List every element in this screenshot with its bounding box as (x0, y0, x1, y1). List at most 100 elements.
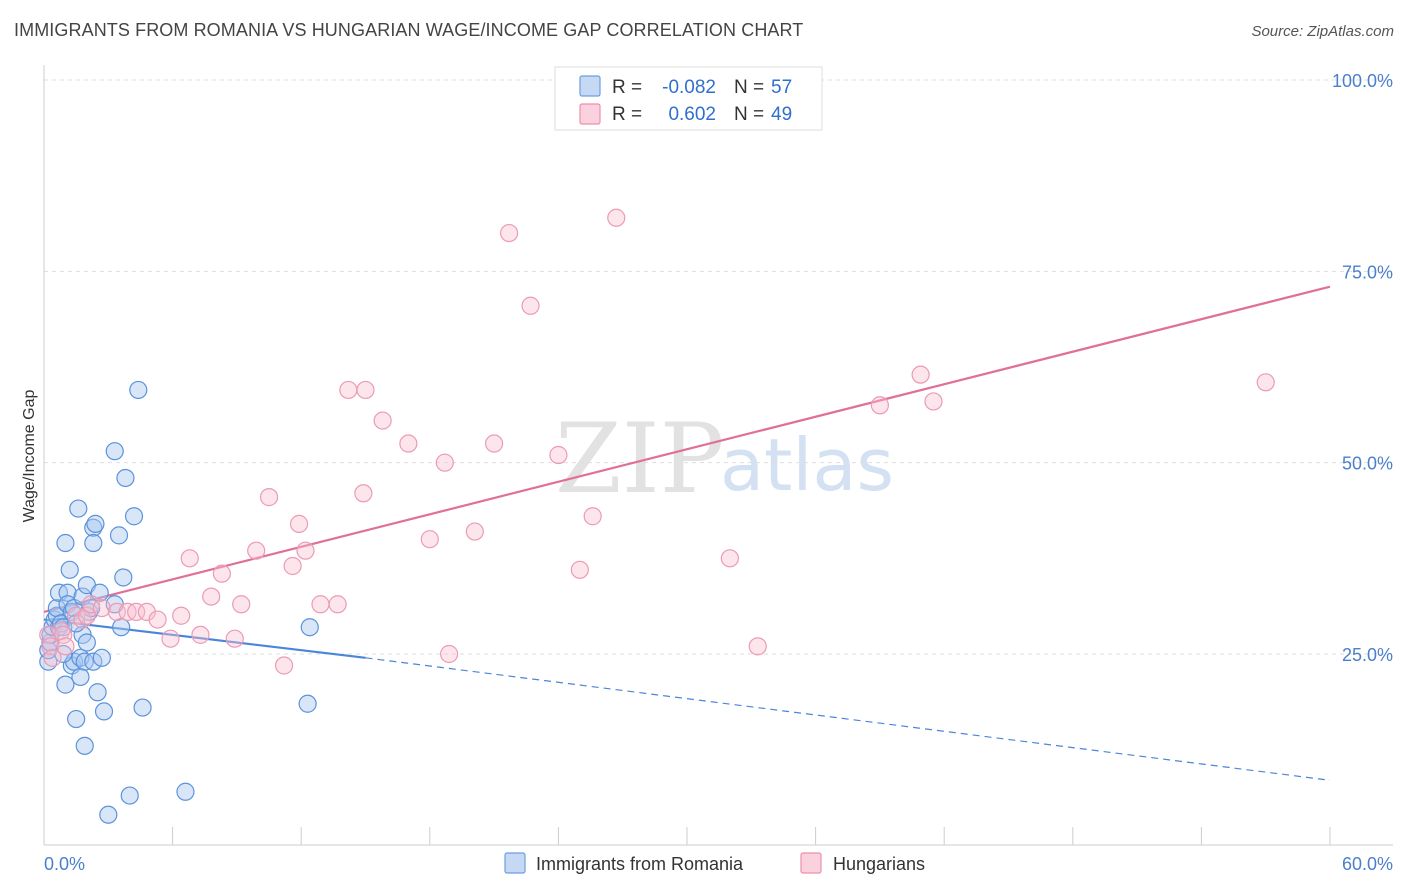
legend-box: R = -0.082 N = 57 R = 0.602 N = 49 (554, 66, 823, 131)
grid-lines (44, 79, 1393, 655)
point-romania (120, 786, 139, 805)
bottom-legend-hungarians: Hungarians (833, 854, 925, 874)
y-tick-label-75: 75.0% (1342, 262, 1393, 282)
x-tick-max: 60.0% (1342, 854, 1393, 874)
point-romania (105, 442, 124, 461)
series-romania (39, 380, 319, 824)
point-hungarians (225, 629, 244, 648)
trend-lines (43, 285, 1331, 781)
point-hungarians (521, 296, 540, 315)
legend-r-label-2: R = (612, 104, 642, 125)
point-hungarians (748, 637, 767, 656)
point-hungarians (439, 644, 459, 664)
y-tick-label-100: 100.0% (1332, 71, 1393, 91)
point-hungarians (247, 541, 266, 560)
point-romania (67, 709, 86, 729)
point-hungarians (296, 541, 315, 560)
point-romania (109, 526, 129, 545)
legend-swatch-romania (579, 75, 601, 97)
point-hungarians (107, 602, 126, 622)
point-romania (71, 667, 90, 687)
chart-title: IMMIGRANTS FROM ROMANIA VS HUNGARIAN WAG… (14, 20, 804, 40)
trend-line-romania-extrapolated (365, 657, 1331, 781)
point-romania (84, 533, 103, 553)
point-hungarians (435, 453, 454, 472)
point-romania (176, 782, 195, 801)
bottom-legend-swatch-romania (504, 852, 526, 874)
point-hungarians (465, 522, 484, 541)
point-romania (92, 648, 111, 667)
legend-swatch-hungarians (579, 103, 601, 125)
trend-line-romania (43, 618, 366, 659)
point-romania (88, 683, 107, 702)
y-tick-label-50: 50.0% (1342, 454, 1393, 474)
point-hungarians (82, 595, 101, 614)
point-romania (84, 652, 103, 671)
point-hungarians (212, 564, 231, 583)
legend-n-label-2: N = (734, 104, 764, 125)
legend-r-value-2: 0.602 (668, 104, 716, 125)
point-hungarians (399, 434, 418, 453)
point-hungarians (161, 629, 180, 648)
bottom-legend-swatch-hungarians (800, 852, 822, 874)
point-hungarians (607, 208, 626, 227)
point-hungarians (911, 365, 930, 384)
point-hungarians (924, 392, 943, 411)
point-hungarians (373, 411, 392, 430)
point-hungarians (232, 595, 251, 614)
point-hungarians (202, 587, 221, 606)
legend-n-value-1: 57 (771, 77, 792, 98)
trend-line-hungarians (43, 285, 1331, 613)
bottom-legend: Immigrants from Romania Hungarians (504, 852, 925, 874)
axes (43, 65, 1393, 846)
legend-r-label-1: R = (612, 77, 642, 98)
point-hungarians (720, 549, 739, 568)
point-hungarians (549, 445, 568, 465)
point-romania (56, 533, 75, 553)
point-hungarians (127, 602, 146, 622)
y-axis-label: Wage/Income Gap (21, 390, 38, 523)
legend-n-label-1: N = (734, 77, 764, 98)
point-romania (86, 514, 105, 533)
point-hungarians (92, 598, 111, 618)
point-hungarians (583, 507, 602, 526)
point-romania (60, 560, 79, 579)
point-hungarians (356, 380, 375, 400)
point-hungarians (56, 637, 75, 656)
point-romania (69, 499, 88, 518)
point-hungarians (289, 514, 309, 533)
point-hungarians (485, 434, 504, 453)
watermark-zip: ZIP (555, 403, 724, 515)
point-hungarians (328, 595, 347, 614)
point-hungarians (259, 488, 279, 507)
point-hungarians (148, 610, 167, 629)
point-hungarians (1256, 373, 1275, 392)
point-hungarians (191, 625, 210, 644)
tick-labels: 0.0% 60.0% 25.0% 50.0% 75.0% 100.0% (44, 71, 1393, 874)
point-romania (116, 468, 135, 488)
point-hungarians (570, 560, 589, 579)
point-hungarians (77, 606, 96, 625)
point-romania (56, 675, 75, 694)
point-romania (129, 380, 148, 400)
point-hungarians (420, 530, 439, 549)
point-romania (124, 507, 144, 526)
point-romania (114, 568, 133, 587)
point-romania (77, 633, 96, 652)
series-hungarians (39, 208, 1275, 675)
bottom-legend-romania: Immigrants from Romania (536, 854, 744, 874)
point-romania (133, 698, 152, 717)
point-romania (112, 618, 131, 637)
point-hungarians (500, 223, 519, 243)
point-hungarians (870, 396, 890, 415)
point-romania (300, 618, 319, 637)
point-hungarians (180, 549, 199, 568)
point-romania (75, 736, 94, 755)
watermark-atlas: atlas (720, 423, 894, 507)
point-hungarians (283, 556, 302, 576)
point-hungarians (274, 656, 294, 675)
point-hungarians (43, 648, 62, 667)
source-label: Source: ZipAtlas.com (1251, 23, 1394, 40)
point-romania (94, 702, 114, 721)
